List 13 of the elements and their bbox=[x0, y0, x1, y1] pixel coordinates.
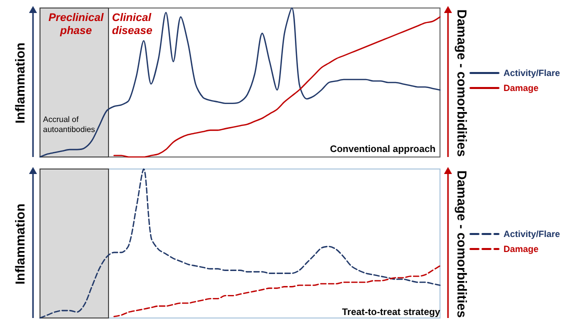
legend-label: Damage bbox=[503, 244, 538, 254]
annotation: Conventional approach bbox=[330, 144, 436, 155]
legend-label: Activity/Flare bbox=[503, 68, 560, 78]
annotation: Preclinical phase bbox=[47, 12, 105, 38]
legend-label: Activity/Flare bbox=[503, 229, 560, 239]
y-axis-title: Inflammation bbox=[12, 203, 28, 284]
y2-axis-title: Damage - comorbidities bbox=[454, 170, 470, 318]
legend-label: Damage bbox=[503, 83, 538, 93]
annotation: Clinical disease bbox=[112, 12, 154, 38]
y2-axis-title: Damage - comorbidities bbox=[454, 8, 470, 156]
y-axis-title: Inflammation bbox=[12, 42, 28, 123]
annotation: Treat-to-treat strategy bbox=[342, 307, 440, 318]
annotation: Accrual of autoantibodies bbox=[43, 115, 96, 136]
